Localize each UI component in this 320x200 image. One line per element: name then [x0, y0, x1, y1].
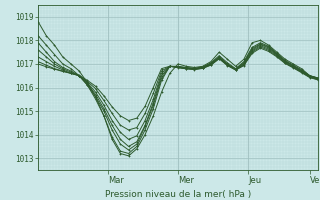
- X-axis label: Pression niveau de la mer( hPa ): Pression niveau de la mer( hPa ): [105, 190, 251, 199]
